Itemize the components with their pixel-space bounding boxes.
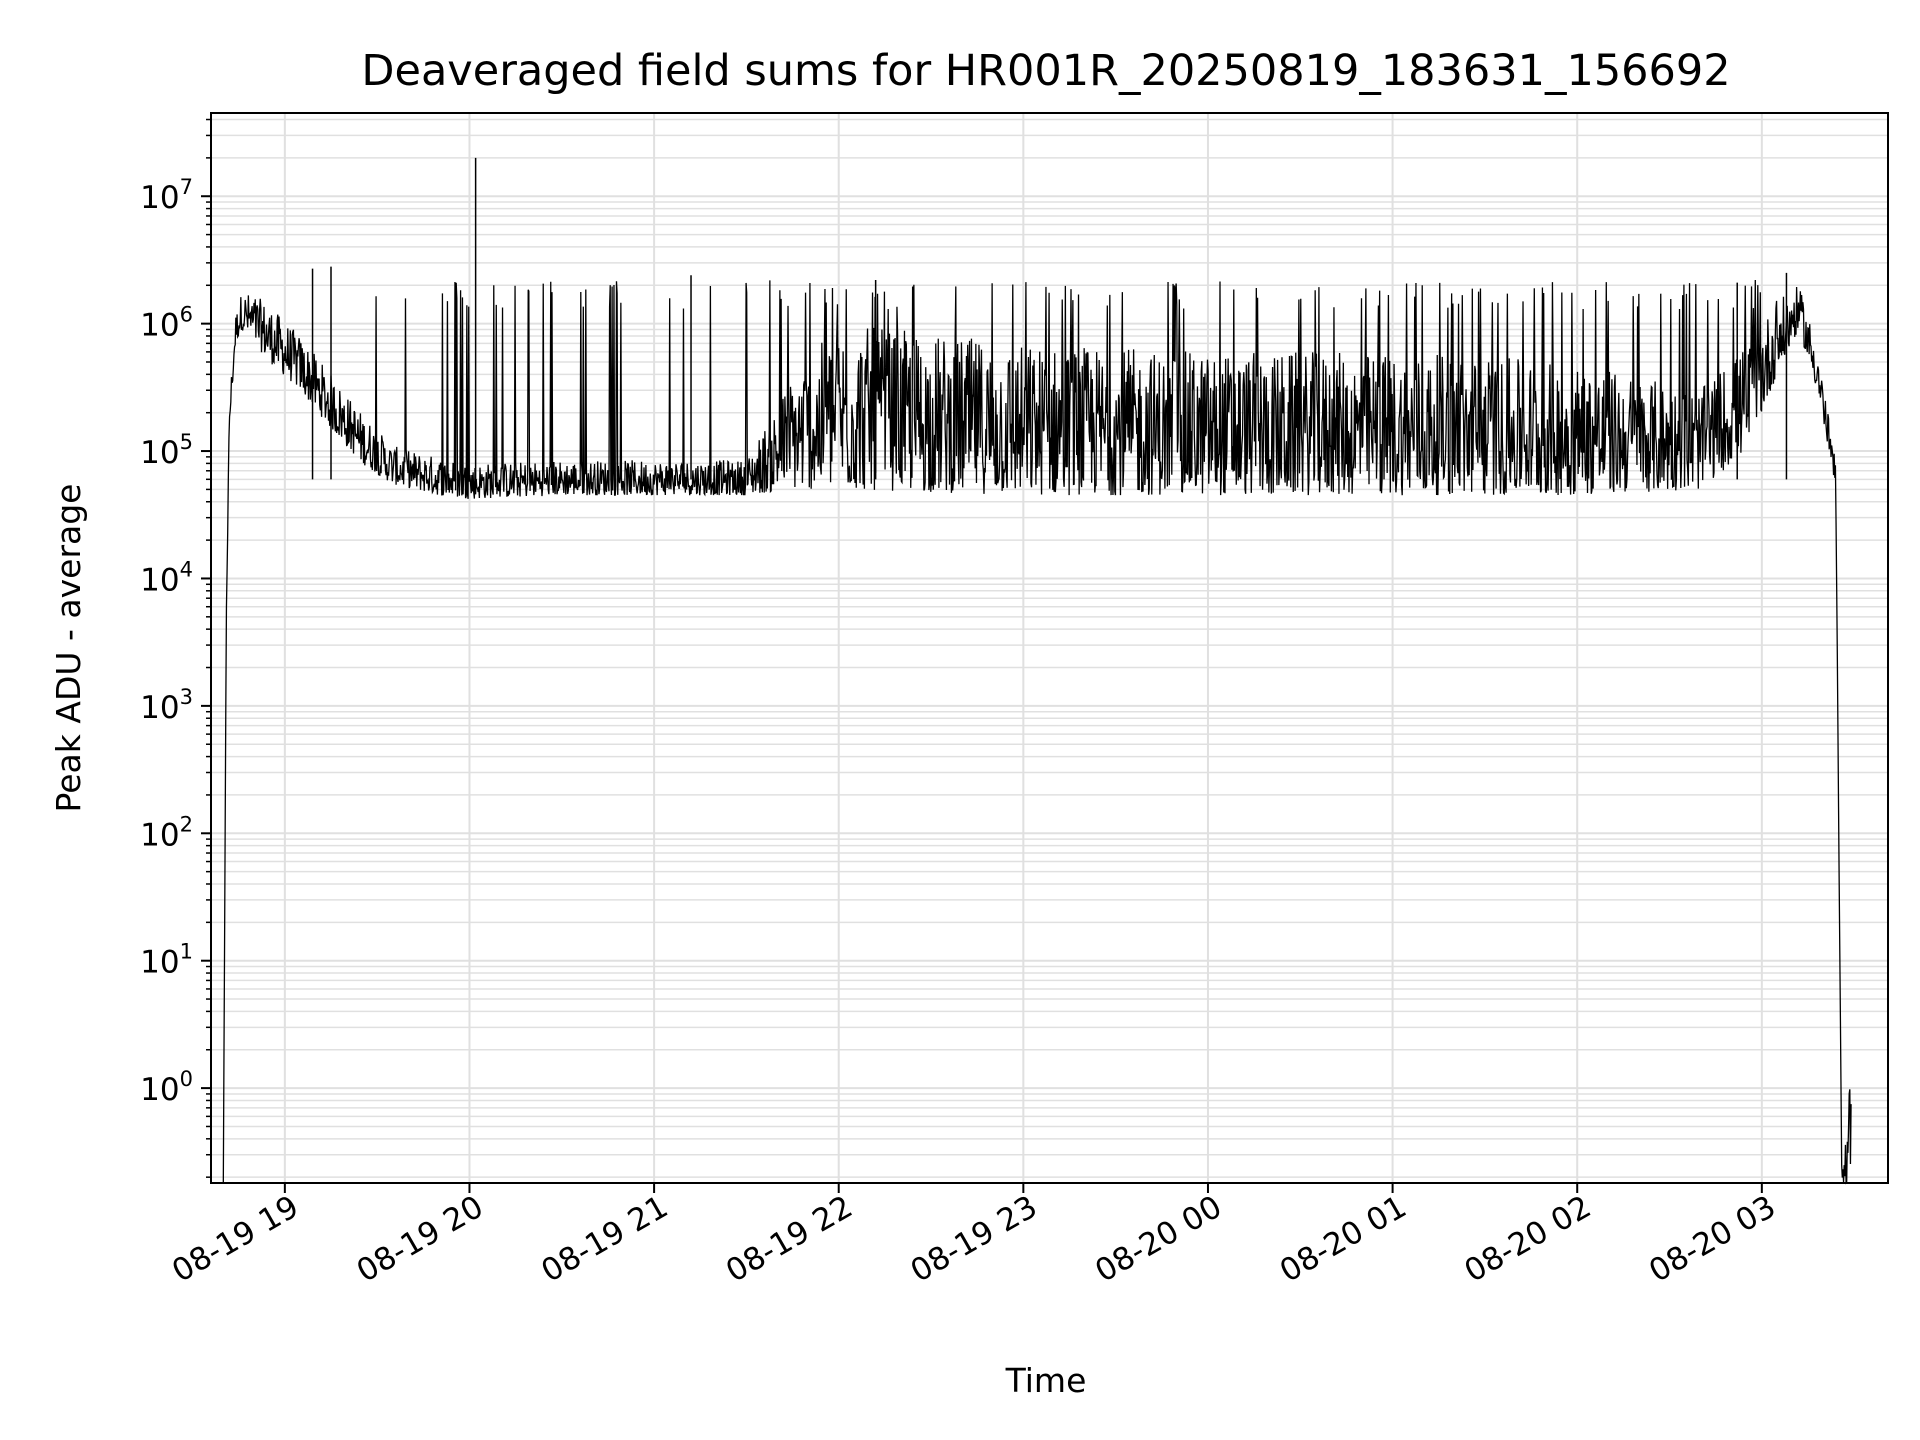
grid xyxy=(211,113,1888,1183)
series-group xyxy=(222,157,1852,1185)
y-tick-label: 101 xyxy=(140,940,193,981)
y-axis-label: Peak ADU - average xyxy=(49,484,88,813)
chart-title: Deaveraged field sums for HR001R_2025081… xyxy=(361,46,1730,96)
y-tick-label: 106 xyxy=(140,303,193,344)
y-tick-label: 105 xyxy=(140,430,193,471)
x-axis-label: Time xyxy=(1005,1361,1087,1400)
y-tick-label: 103 xyxy=(140,685,193,726)
y-tick-label: 104 xyxy=(140,557,193,598)
plot-frame xyxy=(210,112,1889,1184)
y-tick-label: 107 xyxy=(140,175,193,216)
y-tick-label: 102 xyxy=(140,812,193,853)
series-line xyxy=(222,280,1852,1185)
y-tick-label: 100 xyxy=(140,1067,193,1108)
